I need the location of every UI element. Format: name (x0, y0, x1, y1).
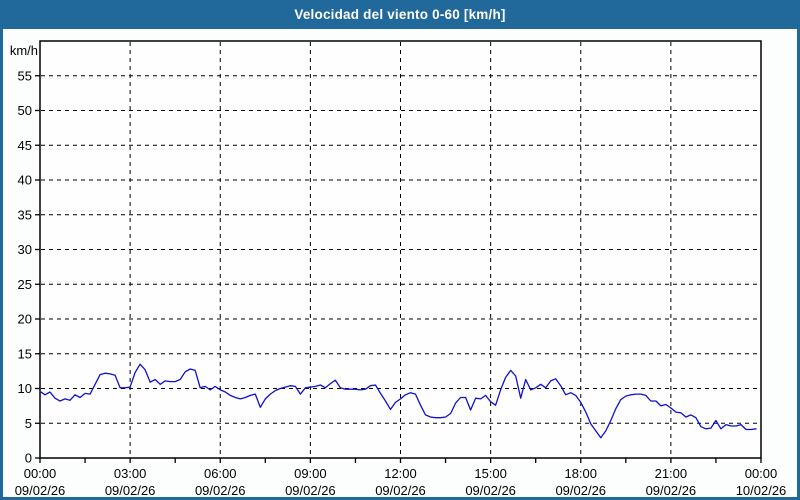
x-tick-time-label: 06:00 (204, 466, 237, 481)
y-tick-label: 50 (18, 103, 32, 118)
y-tick-label: 40 (18, 173, 32, 188)
x-tick-date-label: 10/02/26 (736, 483, 787, 498)
x-tick-date-label: 09/02/26 (15, 483, 66, 498)
y-tick-label: 15 (18, 346, 32, 361)
y-tick-label: 10 (18, 381, 32, 396)
y-tick-label: 20 (18, 312, 32, 327)
x-tick-time-label: 12:00 (384, 466, 417, 481)
y-tick-label: 0 (25, 451, 32, 466)
gridlines (41, 42, 760, 457)
x-tick-time-label: 09:00 (294, 466, 327, 481)
x-tick-date-label: 09/02/26 (646, 483, 697, 498)
title-bar: Velocidad del viento 0-60 [km/h] (3, 0, 797, 29)
y-axis-unit-label: km/h (10, 43, 38, 58)
x-tick-date-label: 09/02/26 (195, 483, 246, 498)
x-tick-time-label: 18:00 (564, 466, 597, 481)
y-tick-label: 25 (18, 277, 32, 292)
y-tick-label: 45 (18, 138, 32, 153)
y-tick-label: 55 (18, 68, 32, 83)
chart-title: Velocidad del viento 0-60 [km/h] (294, 7, 506, 22)
y-tick-label: 35 (18, 207, 32, 222)
x-tick-time-label: 03:00 (114, 466, 147, 481)
x-tick-date-label: 09/02/26 (465, 483, 516, 498)
x-tick-time-label: 00:00 (745, 466, 778, 481)
axis-ticks (35, 75, 762, 463)
x-tick-date-label: 09/02/26 (555, 483, 606, 498)
x-axis-labels: 00:00 09/02/26 03:00 09/02/26 06:00 09/02/26 0… (15, 466, 787, 498)
y-tick-label: 5 (25, 416, 32, 431)
wind-speed-chart: 0510152025303540455055km/h00:0009/02/260… (10, 40, 787, 498)
y-axis-labels: 0 5 10 15 20 25 30 35 40 45 50 55 (18, 68, 32, 465)
x-tick-time-label: 21:00 (655, 466, 688, 481)
y-tick-label: 30 (18, 242, 32, 257)
x-tick-date-label: 09/02/26 (375, 483, 426, 498)
series-line-velocidad-del-viento (39, 363, 757, 439)
x-tick-date-label: 09/02/26 (285, 483, 336, 498)
x-tick-date-label: 09/02/26 (105, 483, 156, 498)
x-tick-time-label: 00:00 (24, 466, 57, 481)
x-tick-time-label: 15:00 (474, 466, 507, 481)
